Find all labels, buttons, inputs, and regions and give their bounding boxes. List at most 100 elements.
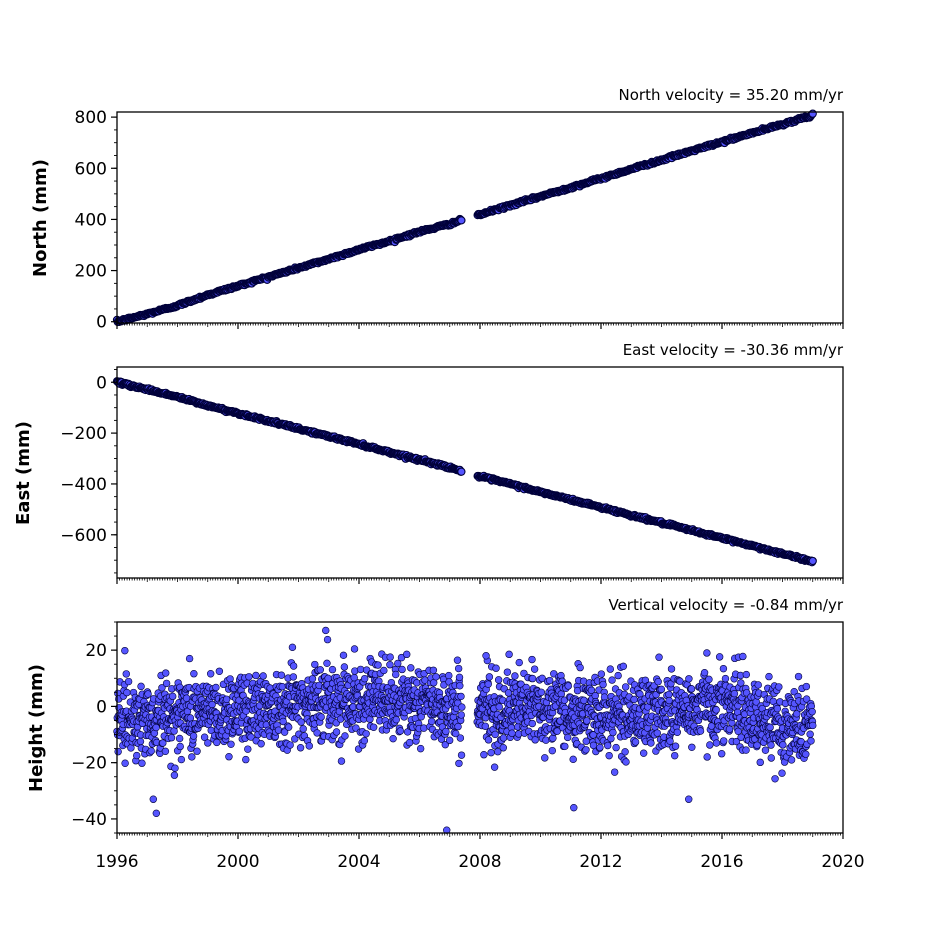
data-point [341, 732, 349, 740]
data-point [484, 736, 493, 744]
data-point [622, 758, 630, 766]
data-point [159, 739, 167, 747]
data-point [499, 744, 508, 752]
data-point [647, 739, 655, 747]
data-point [162, 679, 171, 688]
data-point [596, 743, 604, 752]
data-point [541, 754, 549, 762]
data-point [244, 745, 252, 753]
data-point [614, 671, 622, 680]
data-point [484, 680, 492, 688]
height-y-ticks: 20 0 −20 −40 [71, 621, 117, 834]
data-point [340, 663, 349, 671]
data-point [213, 738, 221, 747]
data-point [563, 733, 572, 742]
data-point [170, 771, 179, 779]
data-point [604, 741, 612, 750]
data-point [737, 679, 745, 687]
data-point [455, 759, 463, 768]
east-y-ticks: 0 −200 −400 −600 [60, 369, 117, 574]
data-point [719, 664, 728, 673]
data-point [457, 467, 466, 476]
data-point [121, 759, 129, 767]
data-point [725, 725, 734, 733]
east-series [112, 377, 817, 567]
data-point [778, 769, 786, 777]
data-point-outlier [482, 652, 490, 660]
data-point [808, 708, 816, 716]
data-point [136, 737, 145, 746]
east-ytick-label: −400 [60, 475, 107, 495]
data-point [317, 713, 325, 721]
data-point [688, 743, 696, 751]
data-point [597, 670, 606, 678]
data-point [794, 672, 803, 681]
data-point-outlier [185, 654, 194, 663]
data-point [636, 690, 644, 698]
data-point [332, 728, 341, 736]
data-point [765, 672, 773, 681]
data-point [717, 750, 726, 758]
data-point [403, 650, 411, 659]
data-point [703, 753, 711, 761]
height-ytick-label: 20 [85, 641, 107, 661]
data-point [546, 676, 554, 685]
data-point-outlier [570, 803, 578, 812]
data-point [124, 677, 133, 686]
data-point [673, 728, 682, 736]
data-point [576, 663, 584, 672]
data-point [455, 673, 464, 682]
data-point [133, 751, 141, 760]
data-point [257, 740, 265, 748]
north-velocity-annotation: North velocity = 35.20 mm/yr [619, 86, 844, 104]
data-point [802, 750, 810, 758]
data-point [215, 667, 224, 675]
data-point [308, 675, 317, 683]
data-point [323, 659, 331, 668]
data-point [631, 738, 640, 746]
data-point [380, 666, 388, 675]
data-point [454, 664, 463, 673]
data-point [696, 727, 705, 735]
north-series [112, 109, 817, 327]
north-panel: North velocity = 35.20 mm/yr North (mm) … [30, 86, 844, 333]
data-point [685, 675, 693, 683]
east-ytick-label: 0 [96, 373, 107, 393]
data-point [712, 706, 720, 714]
data-point [445, 671, 453, 680]
data-point [609, 728, 617, 737]
scatter-points-layer [112, 109, 817, 834]
data-point [808, 109, 817, 118]
data-point [807, 737, 815, 745]
data-point [137, 682, 145, 691]
data-point [245, 673, 253, 681]
data-point [167, 733, 176, 742]
north-x-ticks [116, 323, 844, 329]
data-point [771, 775, 779, 783]
data-point [337, 757, 346, 765]
data-point [147, 747, 155, 755]
data-point [653, 729, 662, 737]
data-point [396, 727, 405, 735]
data-point [491, 730, 499, 739]
data-point [227, 740, 235, 748]
data-point [171, 764, 179, 772]
data-point [429, 666, 438, 675]
data-point [416, 744, 425, 753]
data-point [206, 670, 215, 678]
data-point [639, 749, 648, 757]
data-point-outlier [149, 795, 158, 803]
data-point [432, 673, 440, 681]
data-point [494, 676, 503, 684]
east-ytick-label: −600 [60, 526, 107, 546]
data-point [168, 692, 177, 701]
data-point [528, 655, 536, 664]
north-ytick-label: 800 [75, 108, 107, 128]
data-point [456, 734, 465, 742]
data-point [754, 681, 762, 689]
data-point [657, 685, 666, 694]
height-ytick-label: −20 [71, 754, 107, 774]
height-ytick-label: −40 [71, 810, 107, 830]
data-point [700, 668, 709, 677]
data-point [665, 690, 673, 699]
